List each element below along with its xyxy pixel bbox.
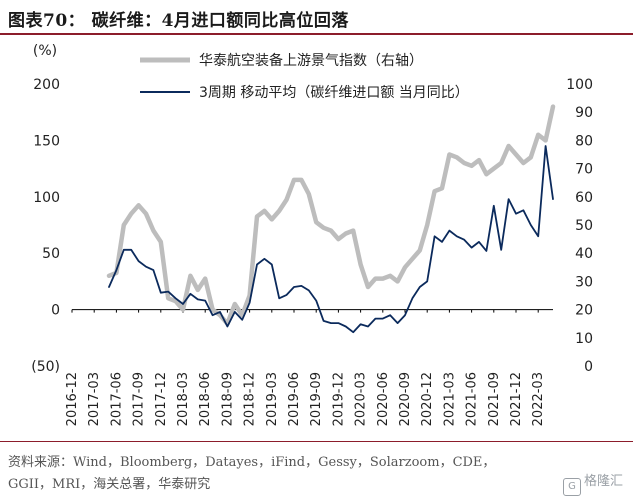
series-line-cf-import-ma3 bbox=[108, 145, 554, 334]
left-axis-tick-label: 200 bbox=[33, 77, 60, 93]
x-axis-tick-label: 2016-12 bbox=[65, 372, 80, 426]
left-axis-tick-label: 50 bbox=[42, 246, 60, 262]
left-axis-tick-label: 0 bbox=[51, 303, 60, 319]
left-axis-tick-label: 150 bbox=[33, 133, 60, 149]
right-axis-tick-label: 40 bbox=[575, 246, 593, 262]
x-axis-tick-label: 2018-09 bbox=[220, 372, 235, 426]
right-axis-tick-label: 10 bbox=[575, 331, 593, 347]
left-axis-tick-label: 100 bbox=[33, 190, 60, 206]
x-axis-tick-label: 2017-12 bbox=[154, 372, 169, 426]
x-axis-tick-label: 2019-06 bbox=[287, 372, 302, 426]
right-axis-tick-label: 0 bbox=[584, 359, 593, 375]
x-axis-tick-label: 2020-09 bbox=[398, 372, 413, 426]
left-axis-tick-label: (50) bbox=[31, 359, 60, 375]
series-line-aviation-index bbox=[106, 104, 556, 326]
x-axis-tick-label: 2017-06 bbox=[109, 372, 124, 426]
x-axis-tick-label: 2019-12 bbox=[331, 372, 346, 426]
x-axis-tick-label: 2020-12 bbox=[420, 372, 435, 426]
left-axis-label: (%) bbox=[33, 43, 57, 59]
right-axis-tick-label: 30 bbox=[575, 274, 593, 290]
right-axis-tick-label: 90 bbox=[575, 105, 593, 121]
x-axis-tick-label: 2021-03 bbox=[442, 372, 457, 426]
right-axis-tick-label: 80 bbox=[575, 133, 593, 149]
x-axis-tick-label: 2019-03 bbox=[265, 372, 280, 426]
right-axis-tick-label: 20 bbox=[575, 303, 593, 319]
right-axis-tick-label: 70 bbox=[575, 162, 593, 178]
footer-divider bbox=[0, 441, 633, 442]
right-axis-tick-label: 60 bbox=[575, 190, 593, 206]
x-axis-tick-label: 2018-12 bbox=[243, 372, 258, 426]
x-axis-tick-label: 2020-03 bbox=[354, 372, 369, 426]
right-axis-tick-label: 100 bbox=[566, 77, 593, 93]
x-axis-tick-label: 2019-09 bbox=[309, 372, 324, 426]
legend-label: 3周期 移动平均（碳纤维进口额 当月同比） bbox=[199, 85, 469, 101]
figure-title: 图表70： 碳纤维：4月进口额同比高位回落 bbox=[8, 11, 349, 31]
x-axis-tick-label: 2017-03 bbox=[87, 372, 102, 426]
x-axis-tick-label: 2021-09 bbox=[487, 372, 502, 426]
x-axis-tick-label: 2021-12 bbox=[509, 372, 524, 426]
x-axis-tick-label: 2021-06 bbox=[465, 372, 480, 426]
figure-header: 图表70： 碳纤维：4月进口额同比高位回落 bbox=[0, 0, 633, 33]
title-divider bbox=[0, 33, 633, 35]
watermark-logo-icon: G bbox=[562, 478, 581, 496]
right-axis-tick-label: 50 bbox=[575, 218, 593, 234]
source-note-line1: 资料来源：Wind，Bloomberg，Datayes，iFind，Gessy，… bbox=[8, 455, 496, 470]
legend-label: 华泰航空装备上游景气指数（右轴） bbox=[199, 52, 423, 69]
x-axis-tick-label: 2022-03 bbox=[531, 372, 546, 426]
x-axis-tick-label: 2018-03 bbox=[176, 372, 191, 426]
x-axis-tick-label: 2018-06 bbox=[198, 372, 213, 426]
watermark-text: 格隆汇 bbox=[583, 474, 623, 489]
x-axis-tick-label: 2020-06 bbox=[376, 372, 391, 426]
x-axis-tick-label: 2017-09 bbox=[132, 372, 147, 426]
watermark: G 格隆汇 bbox=[562, 470, 623, 496]
chart: (%)200150100500(50)100908070605040302010… bbox=[31, 43, 593, 426]
source-note-line2: GGII，MRI，海关总署，华泰研究 bbox=[8, 477, 211, 492]
